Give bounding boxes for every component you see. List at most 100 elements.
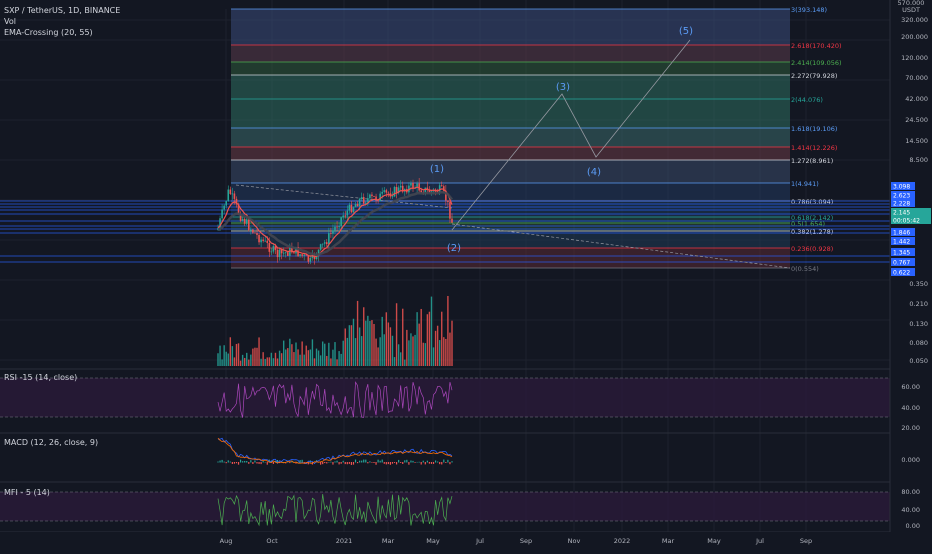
volume-bar	[301, 341, 303, 366]
time-axis	[0, 532, 932, 550]
candle-body	[317, 249, 320, 257]
volume-bar	[326, 355, 328, 366]
candle-body	[340, 217, 342, 227]
trend-line	[235, 184, 453, 209]
macd-histogram-bar	[359, 460, 361, 463]
candle-body	[364, 202, 367, 204]
candle-body	[369, 194, 371, 199]
volume-bar	[356, 300, 359, 366]
volume-bar	[291, 344, 293, 366]
macd-histogram-bar	[391, 462, 394, 464]
candle-body	[383, 190, 386, 192]
macd-histogram-bar	[248, 462, 250, 464]
macd-histogram-bar	[233, 462, 236, 464]
mfi-label: MFI - 5 (14)	[4, 488, 50, 497]
macd-histogram-bar	[402, 462, 404, 465]
volume-bar	[395, 303, 398, 366]
macd-label: MACD (12, 26, close, 9)	[4, 438, 99, 447]
fib-zone	[231, 75, 790, 99]
macd-histogram-bar	[264, 461, 266, 463]
volume-bar	[420, 308, 422, 366]
volume-bar	[377, 347, 379, 366]
volume-bar	[443, 337, 445, 366]
price-tag-bg	[891, 258, 915, 266]
legend-symbol[interactable]: SXP / TetherUS, 1D, BINANCE	[4, 6, 120, 16]
fib-level-label: 2.272(79.928)	[791, 72, 837, 80]
volume-bar	[383, 334, 385, 366]
macd-histogram-bar	[338, 462, 340, 465]
volume-bar	[389, 327, 392, 366]
time-axis-label: Sep	[800, 537, 812, 545]
candle-body	[328, 233, 330, 245]
candle-body	[237, 204, 240, 214]
legend-volume[interactable]: Vol	[4, 17, 16, 27]
volume-bar	[239, 360, 242, 366]
volume-bar	[260, 358, 262, 366]
macd-histogram-bar	[414, 462, 416, 463]
price-tag-label: 2.145	[893, 210, 910, 217]
volume-bar	[381, 316, 383, 366]
candle-body	[418, 183, 420, 191]
macd-histogram-bar	[356, 462, 359, 464]
macd-histogram-bar	[379, 460, 381, 463]
volume-bar	[397, 344, 400, 366]
volume-bar	[418, 323, 420, 366]
macd-histogram-bar	[437, 461, 439, 463]
macd-histogram-bar	[430, 462, 433, 464]
volume-bar	[262, 352, 264, 366]
wave-label: (4)	[587, 167, 601, 178]
time-axis-label: Oct	[266, 537, 278, 545]
fib-zone	[231, 62, 790, 75]
volume-bar	[414, 334, 416, 366]
volume-bar	[379, 337, 381, 366]
fib-zone	[231, 160, 790, 183]
candle-body	[219, 218, 221, 228]
volume-bar	[231, 346, 234, 366]
price-tag-bg	[891, 191, 915, 199]
macd-histogram-bar	[246, 460, 248, 463]
volume-bar	[237, 343, 240, 366]
volume-bar	[360, 336, 363, 366]
macd-histogram-bar	[439, 462, 441, 465]
fib-level-label: 2(44.076)	[791, 96, 823, 104]
fib-level-label: 1(4.941)	[791, 180, 819, 188]
volume-bar	[289, 338, 291, 366]
macd-histogram-bar	[330, 461, 332, 463]
legend-ema[interactable]: EMA-Crossing (20, 55)	[4, 28, 93, 38]
macd-histogram-bar	[377, 459, 379, 463]
macd-histogram-bar	[393, 462, 396, 463]
macd-histogram-bar	[389, 462, 392, 465]
legend-rsi[interactable]: RSI -15 (14, close)	[4, 373, 77, 383]
macd-histogram-bar	[420, 462, 422, 465]
legend-mfi[interactable]: MFI - 5 (14)	[4, 488, 50, 498]
price-tag-label: 2.228	[893, 201, 910, 208]
candle-body	[243, 218, 246, 224]
volume-bar	[438, 340, 441, 366]
macd-histogram-bar	[242, 461, 244, 463]
volume-bar	[235, 343, 238, 366]
rsi-axis-tick: 60.00	[901, 383, 920, 391]
candle-body	[352, 207, 355, 213]
macd-histogram-bar	[445, 462, 447, 463]
volume-bar	[305, 345, 307, 366]
rsi-axis-tick: 40.00	[901, 404, 920, 412]
candle-body	[319, 244, 322, 250]
candle-body	[395, 186, 398, 193]
volume-bar	[282, 340, 285, 366]
macd-histogram-bar	[451, 461, 453, 463]
legend-macd[interactable]: MACD (12, 26, close, 9)	[4, 438, 98, 448]
candle-body	[367, 198, 369, 203]
macd-histogram-bar	[266, 462, 268, 465]
macd-histogram-bar	[328, 461, 330, 463]
rsi-axis-tick: 20.00	[901, 424, 920, 432]
volume-bar	[330, 358, 332, 366]
macd-histogram-bar	[235, 462, 238, 464]
volume-bar	[367, 315, 369, 366]
macd-histogram-bar	[447, 459, 449, 463]
macd-histogram-bar	[381, 459, 383, 463]
volume-bar	[406, 329, 408, 366]
price-axis-tick: 42.000	[905, 95, 928, 103]
macd-histogram-bar	[369, 461, 371, 463]
